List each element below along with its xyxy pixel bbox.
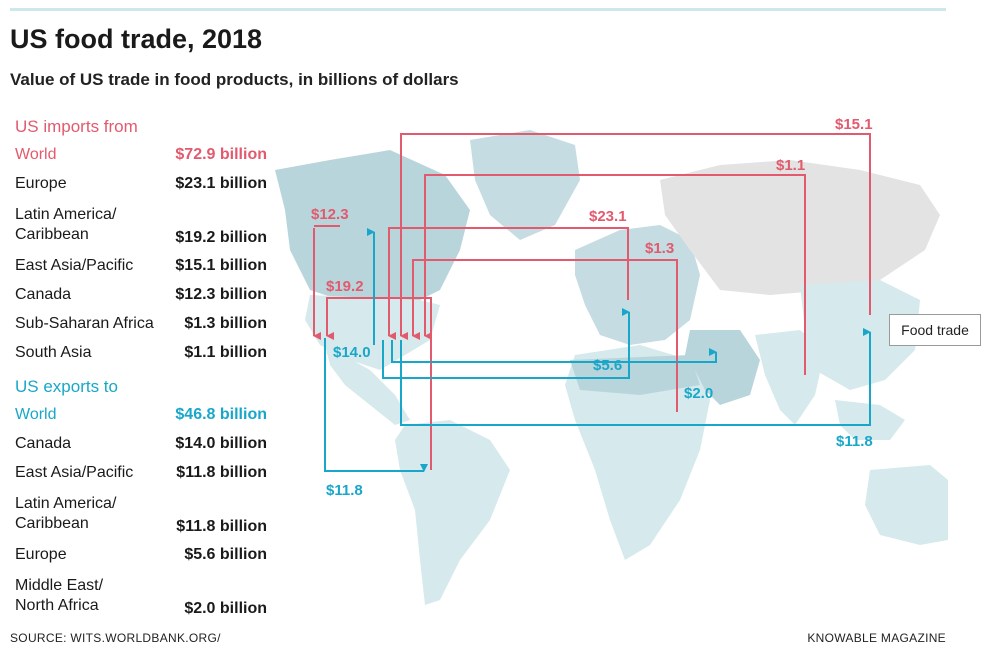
trade-map: $15.1 $1.1 $23.1 $1.3 $12.3 $19.2 $14.0 … bbox=[275, 116, 948, 605]
export-route-mena bbox=[391, 340, 717, 363]
label-imp-latam: $19.2 bbox=[326, 278, 364, 295]
imports-row-label: Latin America/ Caribbean bbox=[15, 205, 117, 243]
imports-row-value: $1.3 billion bbox=[184, 314, 267, 332]
imports-row: Europe $23.1 billion bbox=[15, 169, 267, 198]
exports-row: Europe $5.6 billion bbox=[15, 540, 267, 569]
import-routes bbox=[313, 133, 871, 470]
page-subtitle: Value of US trade in food products, in b… bbox=[10, 70, 459, 89]
land-south-america bbox=[395, 420, 510, 605]
exports-row-value: $11.8 billion bbox=[176, 463, 267, 481]
label-imp-east-asia: $15.1 bbox=[835, 116, 873, 133]
land-south-asia bbox=[755, 330, 825, 425]
exports-row-label: Europe bbox=[15, 545, 67, 563]
exports-row-value: $11.8 billion bbox=[176, 518, 267, 535]
exports-row: East Asia/Pacific $11.8 billion bbox=[15, 458, 267, 487]
source-note: SOURCE: WITS.WORLDBANK.ORG/ bbox=[10, 631, 221, 645]
imports-row-value: $1.1 billion bbox=[184, 343, 267, 361]
imports-world-row: World $72.9 billion bbox=[15, 140, 267, 169]
exports-row: Latin America/ Caribbean $11.8 billion bbox=[15, 487, 267, 540]
imports-row: Latin America/ Caribbean $19.2 billion bbox=[15, 198, 267, 251]
top-rule bbox=[10, 8, 946, 11]
exports-row: Canada $14.0 billion bbox=[15, 429, 267, 458]
land-east-asia bbox=[800, 280, 920, 390]
tooltip-food-trade: Food trade bbox=[889, 314, 981, 346]
exports-row-label: Canada bbox=[15, 434, 72, 452]
label-exp-latam: $11.8 bbox=[326, 482, 363, 499]
label-imp-africa: $1.3 bbox=[645, 240, 674, 257]
land-north-america-north bbox=[275, 150, 470, 300]
imports-row-label: Europe bbox=[15, 174, 67, 192]
exports-row-value: $5.6 billion bbox=[184, 545, 267, 563]
land-africa bbox=[565, 345, 710, 560]
imports-row: East Asia/Pacific $15.1 billion bbox=[15, 251, 267, 280]
import-route-east-asia bbox=[400, 133, 871, 340]
imports-world-label: World bbox=[15, 145, 57, 163]
imports-row: Sub-Saharan Africa $1.3 billion bbox=[15, 309, 267, 338]
imports-row-label: Canada bbox=[15, 285, 72, 303]
exports-row-label: Middle East/ North Africa bbox=[15, 576, 104, 614]
export-route-east-asia bbox=[400, 328, 871, 426]
exports-world-label: World bbox=[15, 405, 57, 423]
label-exp-mena: $2.0 bbox=[684, 385, 713, 402]
imports-row-label: South Asia bbox=[15, 343, 92, 361]
land-australia bbox=[865, 465, 948, 545]
export-route-latam bbox=[324, 338, 428, 472]
export-routes bbox=[324, 228, 871, 472]
exports-row-value: $2.0 billion bbox=[184, 600, 267, 617]
label-imp-south-asia: $1.1 bbox=[776, 157, 805, 174]
exports-panel: US exports to World $46.8 billion Canada… bbox=[15, 374, 267, 622]
exports-heading: US exports to bbox=[15, 377, 118, 396]
imports-heading: US imports from bbox=[15, 117, 138, 136]
imports-row-value: $23.1 billion bbox=[175, 174, 267, 192]
imports-panel: US imports from World $72.9 billion Euro… bbox=[15, 114, 267, 367]
label-exp-east-asia: $11.8 bbox=[836, 433, 873, 450]
label-exp-canada: $14.0 bbox=[333, 344, 371, 361]
export-route-europe bbox=[382, 308, 630, 379]
imports-row-label: Sub-Saharan Africa bbox=[15, 314, 154, 332]
imports-world-value: $72.9 billion bbox=[175, 145, 267, 163]
exports-world-value: $46.8 billion bbox=[175, 405, 267, 423]
label-imp-canada: $12.3 bbox=[311, 206, 349, 223]
land-north-africa bbox=[570, 355, 700, 395]
exports-row: Middle East/ North Africa $2.0 billion bbox=[15, 569, 267, 622]
label-imp-europe: $23.1 bbox=[589, 208, 627, 225]
import-route-europe bbox=[388, 227, 629, 340]
brand-credit: KNOWABLE MAGAZINE bbox=[807, 631, 946, 645]
exports-row-label: Latin America/ Caribbean bbox=[15, 494, 117, 532]
imports-row-value: $15.1 billion bbox=[175, 256, 267, 274]
imports-row-label: East Asia/Pacific bbox=[15, 256, 134, 274]
land-greenland bbox=[470, 130, 580, 240]
exports-row-value: $14.0 billion bbox=[175, 434, 267, 452]
import-route-latam bbox=[326, 297, 432, 470]
land-north-asia bbox=[660, 160, 940, 295]
land-central-america bbox=[325, 345, 410, 425]
land-usa bbox=[305, 295, 440, 370]
imports-row: Canada $12.3 billion bbox=[15, 280, 267, 309]
land-middle-east bbox=[685, 330, 760, 405]
import-route-south-asia bbox=[424, 174, 806, 375]
imports-row-value: $12.3 billion bbox=[175, 285, 267, 303]
exports-row-label: East Asia/Pacific bbox=[15, 463, 134, 481]
exports-world-row: World $46.8 billion bbox=[15, 400, 267, 429]
imports-row: South Asia $1.1 billion bbox=[15, 338, 267, 367]
label-exp-europe: $5.6 bbox=[593, 357, 622, 374]
page-title: US food trade, 2018 bbox=[10, 24, 263, 54]
land-europe bbox=[575, 225, 700, 345]
imports-row-value: $19.2 billion bbox=[175, 229, 267, 246]
